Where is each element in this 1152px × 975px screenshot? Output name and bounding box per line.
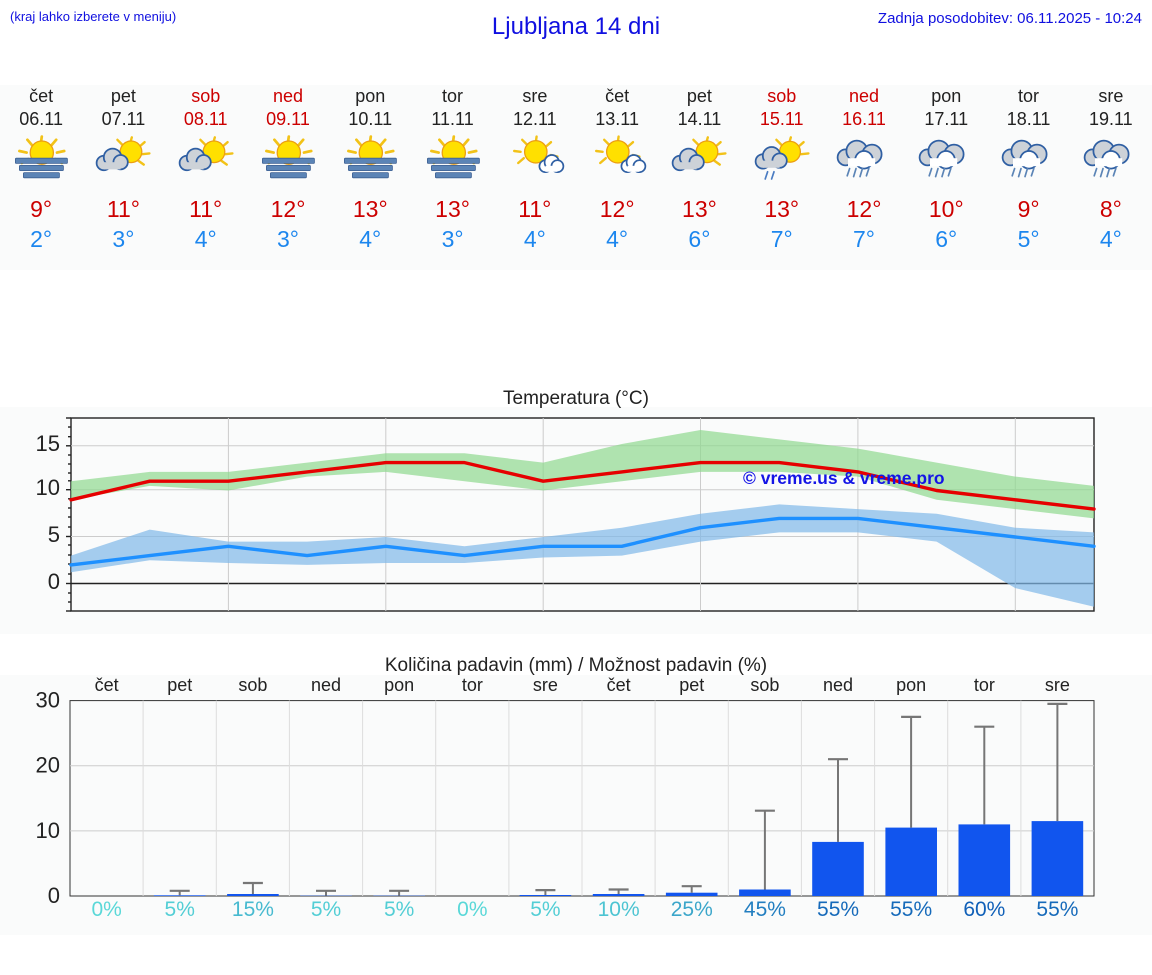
svg-text:30: 30 (36, 688, 60, 713)
svg-text:10: 10 (36, 818, 60, 843)
svg-text:20: 20 (36, 753, 60, 778)
